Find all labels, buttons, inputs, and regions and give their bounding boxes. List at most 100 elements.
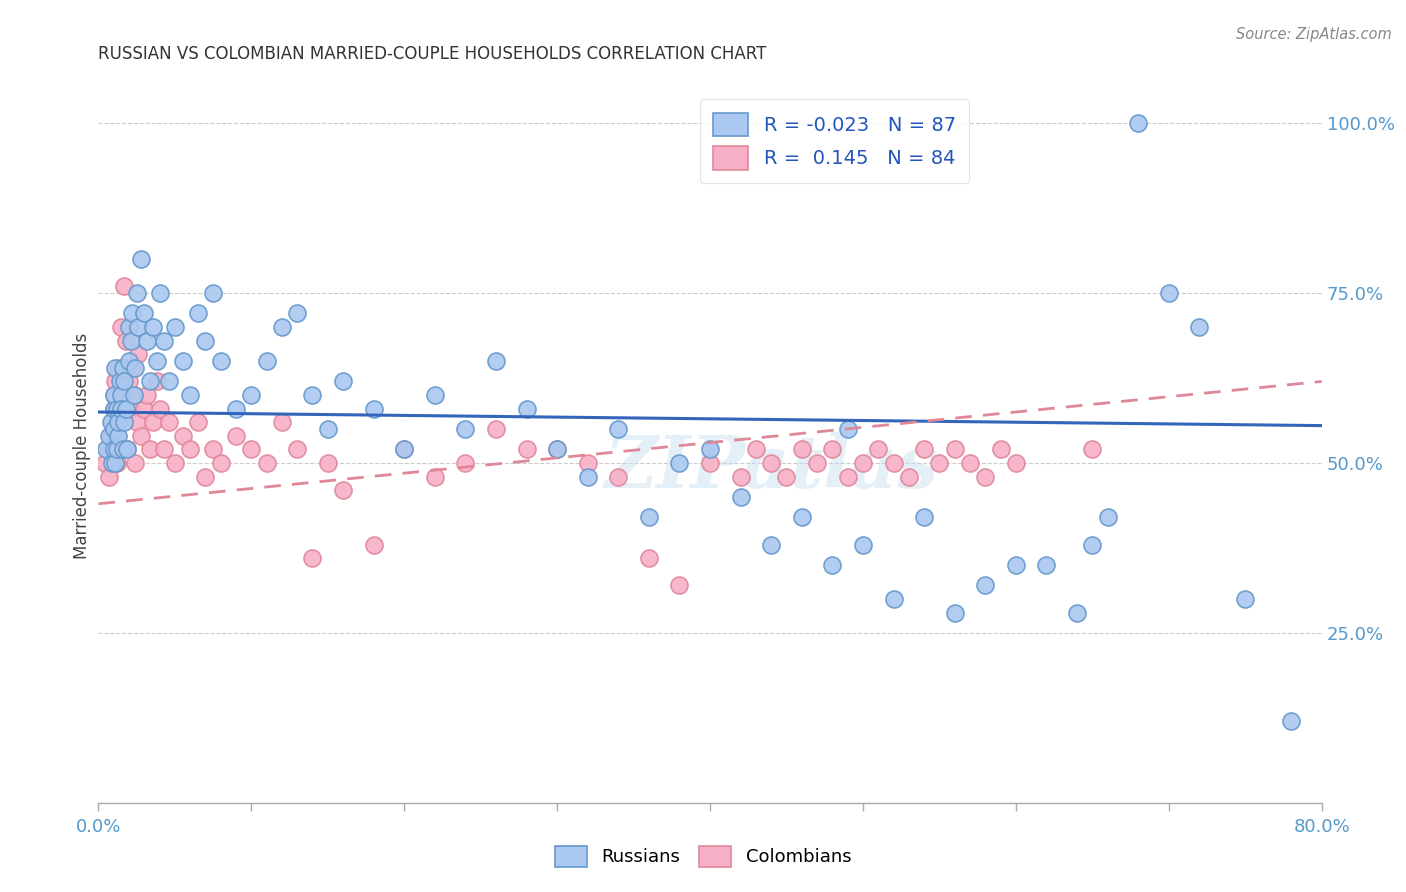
Point xyxy=(194,334,217,348)
Point xyxy=(115,401,138,416)
Point xyxy=(775,469,797,483)
Point xyxy=(93,456,115,470)
Point xyxy=(270,320,292,334)
Point xyxy=(120,401,142,416)
Point xyxy=(149,286,172,301)
Point xyxy=(105,429,128,443)
Point xyxy=(1004,456,1026,470)
Point xyxy=(105,401,128,416)
Point xyxy=(225,401,247,416)
Point xyxy=(157,415,180,429)
Point xyxy=(730,469,752,483)
Point xyxy=(129,429,152,443)
Point xyxy=(1081,537,1104,551)
Point xyxy=(332,375,354,389)
Point xyxy=(103,388,125,402)
Point xyxy=(103,422,125,436)
Point xyxy=(209,354,232,368)
Point xyxy=(546,442,568,457)
Point xyxy=(139,442,162,457)
Point xyxy=(142,415,165,429)
Point xyxy=(104,456,127,470)
Point xyxy=(103,442,125,457)
Point xyxy=(103,401,125,416)
Point xyxy=(821,442,844,457)
Point xyxy=(546,442,568,457)
Point xyxy=(145,375,167,389)
Point xyxy=(270,415,292,429)
Point xyxy=(392,442,416,457)
Point xyxy=(1097,510,1119,524)
Point xyxy=(837,469,859,483)
Point xyxy=(202,442,225,457)
Point xyxy=(134,306,156,320)
Point xyxy=(100,429,122,443)
Point xyxy=(101,456,124,470)
Point xyxy=(136,388,159,402)
Point xyxy=(240,442,263,457)
Point xyxy=(118,320,141,334)
Point xyxy=(959,456,981,470)
Point xyxy=(107,429,129,443)
Point xyxy=(120,334,142,348)
Point xyxy=(202,286,225,301)
Point xyxy=(516,401,538,416)
Point xyxy=(301,388,323,402)
Point xyxy=(121,306,143,320)
Point xyxy=(974,578,997,592)
Point xyxy=(153,334,176,348)
Point xyxy=(912,442,935,457)
Point xyxy=(110,320,132,334)
Point xyxy=(699,456,721,470)
Point xyxy=(852,537,875,551)
Point xyxy=(576,469,599,483)
Point xyxy=(129,252,152,266)
Point xyxy=(117,442,139,457)
Point xyxy=(110,401,132,416)
Point xyxy=(607,469,630,483)
Point xyxy=(332,483,354,498)
Point xyxy=(105,456,128,470)
Point xyxy=(883,456,905,470)
Point xyxy=(117,442,139,457)
Point xyxy=(225,429,247,443)
Point xyxy=(454,456,477,470)
Point xyxy=(125,415,148,429)
Point xyxy=(576,456,599,470)
Point xyxy=(124,360,146,375)
Point xyxy=(668,578,690,592)
Point xyxy=(112,388,135,402)
Point xyxy=(111,360,134,375)
Point xyxy=(730,490,752,504)
Point xyxy=(852,456,875,470)
Point xyxy=(1234,591,1257,606)
Point xyxy=(163,456,186,470)
Point xyxy=(107,415,129,429)
Point xyxy=(163,320,186,334)
Point xyxy=(974,469,997,483)
Point xyxy=(134,401,156,416)
Point xyxy=(928,456,950,470)
Point xyxy=(121,360,143,375)
Point xyxy=(94,442,117,457)
Point xyxy=(637,510,661,524)
Point xyxy=(363,537,385,551)
Point xyxy=(301,551,323,566)
Point xyxy=(110,401,132,416)
Point xyxy=(607,422,630,436)
Point xyxy=(97,442,120,457)
Point xyxy=(883,591,905,606)
Point xyxy=(485,354,508,368)
Point xyxy=(1188,320,1211,334)
Point xyxy=(107,415,129,429)
Point xyxy=(172,354,194,368)
Point xyxy=(1157,286,1180,301)
Point xyxy=(194,469,217,483)
Point xyxy=(1279,714,1302,729)
Point xyxy=(104,360,127,375)
Point xyxy=(897,469,920,483)
Point xyxy=(118,375,141,389)
Point xyxy=(637,551,661,566)
Point xyxy=(316,456,339,470)
Point xyxy=(943,442,966,457)
